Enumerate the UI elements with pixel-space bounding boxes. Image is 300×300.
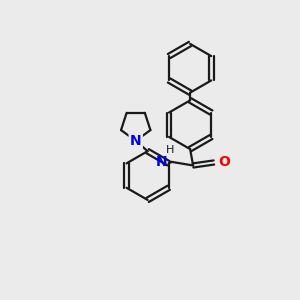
Text: O: O — [218, 155, 230, 170]
Text: N: N — [130, 134, 142, 148]
Text: N: N — [130, 134, 142, 148]
Text: H: H — [166, 145, 175, 155]
Text: N: N — [156, 155, 167, 169]
